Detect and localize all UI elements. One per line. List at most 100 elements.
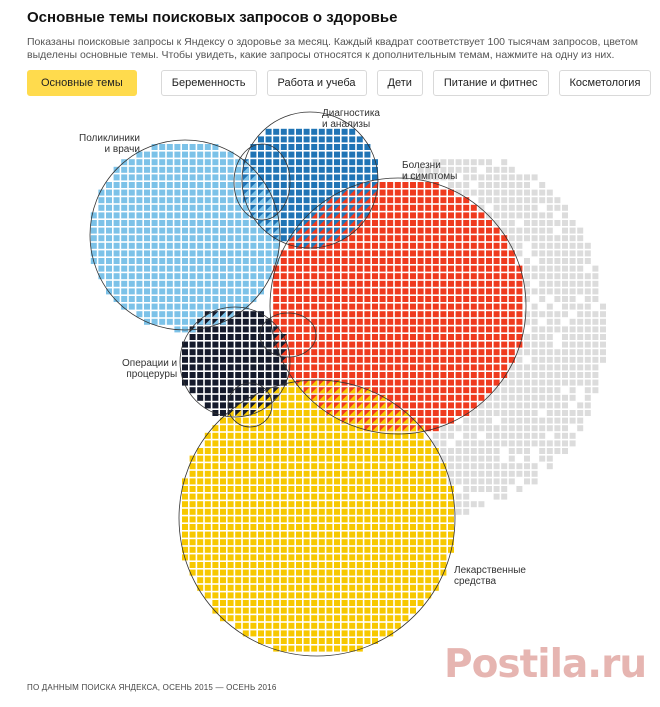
waffle-cell xyxy=(387,288,394,295)
waffle-cell xyxy=(592,288,599,295)
tab-work-study[interactable]: Работа и учеба xyxy=(266,70,367,96)
waffle-cell xyxy=(341,493,348,500)
waffle-cell xyxy=(197,379,204,386)
waffle-cell xyxy=(235,600,242,606)
waffle-cell xyxy=(311,372,318,378)
waffle-cell xyxy=(562,250,568,257)
waffle-cell-overlap xyxy=(265,227,272,234)
waffle-cell xyxy=(402,174,409,181)
waffle-cell xyxy=(417,356,424,363)
waffle-cell xyxy=(569,356,576,363)
waffle-cell xyxy=(402,569,409,576)
waffle-cell xyxy=(356,166,363,173)
waffle-cell xyxy=(470,227,477,234)
waffle-cell xyxy=(379,493,386,500)
waffle-cell xyxy=(318,516,325,523)
waffle-cell xyxy=(432,288,439,295)
waffle-cell xyxy=(90,250,97,257)
waffle-cell xyxy=(273,478,280,485)
tab-nutrition-fitness[interactable]: Питание и фитнес xyxy=(432,70,549,96)
waffle-cell xyxy=(235,197,242,204)
waffle-cell xyxy=(303,630,310,637)
waffle-cell xyxy=(539,402,546,409)
waffle-cell xyxy=(235,417,242,424)
waffle-cell xyxy=(227,402,234,409)
waffle-cell xyxy=(212,220,219,226)
waffle-cell xyxy=(265,136,272,143)
waffle-cell xyxy=(546,197,553,204)
waffle-cell xyxy=(425,425,432,432)
waffle-cell xyxy=(113,265,120,272)
waffle-cell xyxy=(440,364,447,371)
waffle-cell xyxy=(326,273,333,280)
waffle-cell xyxy=(539,235,546,242)
waffle-cell xyxy=(318,478,325,485)
waffle-cell xyxy=(432,470,439,477)
waffle-cell xyxy=(296,250,302,257)
waffle-cell xyxy=(508,356,515,363)
waffle-cell xyxy=(341,174,348,181)
waffle-cell xyxy=(318,303,325,310)
waffle-cell xyxy=(166,311,173,318)
waffle-cell xyxy=(227,615,234,622)
waffle-cell xyxy=(425,394,432,401)
waffle-cell xyxy=(584,341,591,348)
waffle-cell-overlap xyxy=(265,212,272,219)
waffle-cell xyxy=(455,182,462,188)
waffle-cell xyxy=(174,144,181,150)
waffle-cell xyxy=(463,288,470,295)
waffle-cell xyxy=(356,265,363,272)
waffle-cell xyxy=(288,303,295,310)
waffle-cell xyxy=(508,174,515,181)
waffle-cell xyxy=(197,212,204,219)
waffle-cell xyxy=(98,189,105,196)
waffle-cell xyxy=(394,577,401,584)
waffle-cell xyxy=(136,280,143,287)
waffle-cell xyxy=(250,615,257,622)
waffle-cell xyxy=(326,440,333,447)
waffle-cell xyxy=(379,554,386,561)
waffle-cell xyxy=(516,372,523,378)
waffle-cell xyxy=(220,387,226,394)
waffle-cell xyxy=(470,470,477,477)
waffle-cell xyxy=(288,265,295,272)
waffle-cell xyxy=(220,265,226,272)
waffle-cell xyxy=(106,197,112,204)
waffle-cell xyxy=(334,440,340,447)
waffle-cell xyxy=(288,478,295,485)
waffle-cell xyxy=(432,197,439,204)
waffle-cell xyxy=(242,546,249,553)
tab-main-topics[interactable]: Основные темы xyxy=(27,70,137,96)
waffle-cell xyxy=(516,334,523,340)
waffle-cell-overlap xyxy=(372,417,378,424)
waffle-cell xyxy=(440,220,447,226)
waffle-cell xyxy=(463,189,470,196)
waffle-cell xyxy=(379,280,386,287)
tab-cosmetology[interactable]: Косметология xyxy=(558,70,652,96)
waffle-cell xyxy=(372,356,378,363)
waffle-cell xyxy=(334,508,340,515)
waffle-cell xyxy=(288,288,295,295)
waffle-cell xyxy=(151,235,158,242)
waffle-cell xyxy=(501,364,508,371)
waffle-cell xyxy=(516,410,523,416)
waffle-cell xyxy=(448,227,454,234)
waffle-cell xyxy=(356,562,363,568)
waffle-cell-overlap xyxy=(379,417,386,424)
tab-pregnancy[interactable]: Беременность xyxy=(160,70,257,96)
waffle-cell xyxy=(410,584,416,591)
waffle-cell-overlap xyxy=(364,417,371,424)
waffle-cell xyxy=(440,318,447,325)
waffle-cell xyxy=(448,311,454,318)
waffle-cell xyxy=(326,144,333,150)
waffle-cell xyxy=(417,326,424,333)
waffle-cell xyxy=(501,440,508,447)
waffle-cell xyxy=(463,402,470,409)
tab-children[interactable]: Дети xyxy=(376,70,423,96)
waffle-cell xyxy=(410,486,416,492)
waffle-cell xyxy=(311,592,318,599)
waffle-cell xyxy=(303,410,310,416)
waffle-cell xyxy=(455,311,462,318)
waffle-cell xyxy=(364,372,371,378)
waffle-cell xyxy=(440,455,447,462)
